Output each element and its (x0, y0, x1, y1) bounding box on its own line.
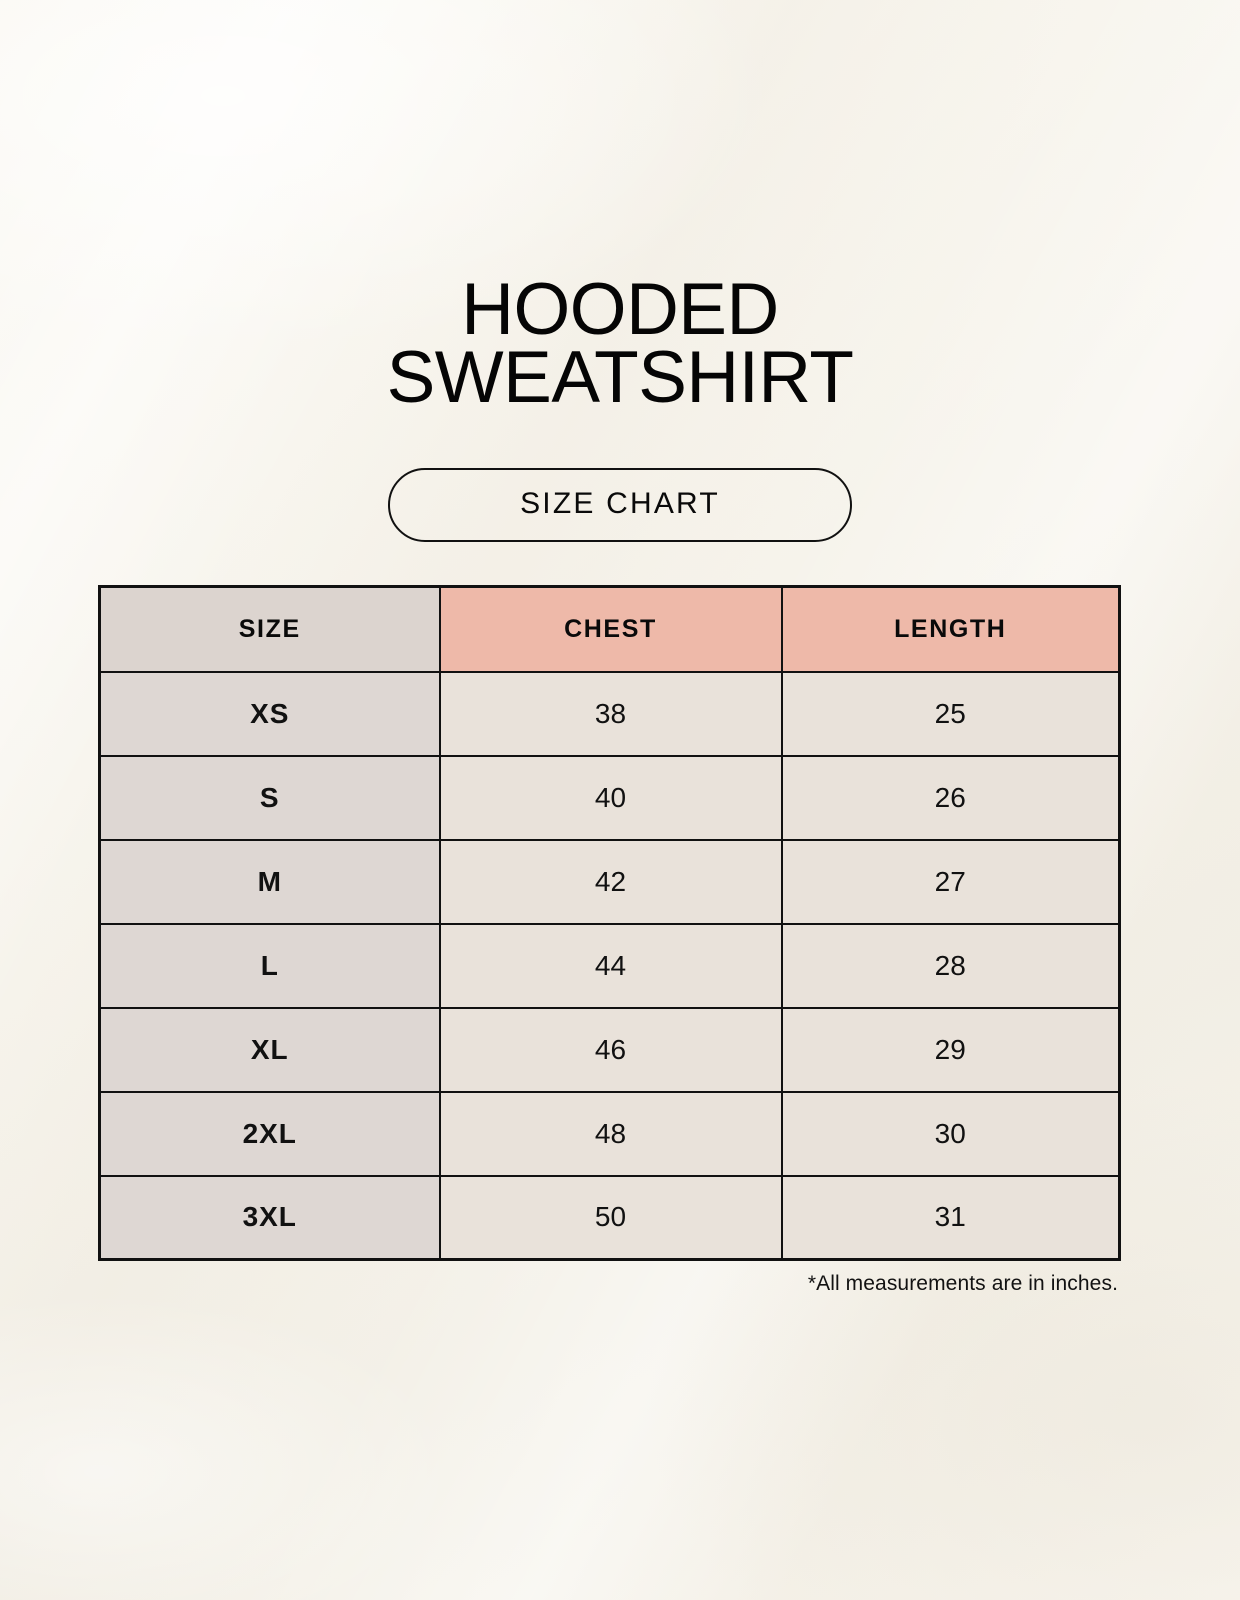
cell-chest: 44 (438, 922, 783, 1009)
cell-size: 3XL (98, 1174, 441, 1261)
table-row: L 44 28 (98, 922, 1121, 1009)
size-table: SIZE CHEST LENGTH XS 38 25 S 40 26 M 42 27 L 44 28 X… (98, 585, 1121, 1261)
size-chart-badge: SIZE CHART (388, 468, 852, 542)
table-row: XS 38 25 (98, 670, 1121, 757)
cell-chest: 40 (438, 754, 783, 841)
table-row: 2XL 48 30 (98, 1090, 1121, 1177)
cell-chest: 38 (438, 670, 783, 757)
column-header-length: LENGTH (780, 585, 1121, 673)
table-row: 3XL 50 31 (98, 1174, 1121, 1261)
cell-length: 31 (780, 1174, 1121, 1261)
cell-size: L (98, 922, 441, 1009)
size-table-container: SIZE CHEST LENGTH XS 38 25 S 40 26 M 42 27 L 44 28 X… (98, 585, 1121, 1261)
table-header: SIZE CHEST LENGTH (98, 585, 1121, 673)
badge-container: SIZE CHART (0, 468, 1240, 542)
column-header-chest: CHEST (438, 585, 783, 673)
cell-length: 26 (780, 754, 1121, 841)
cell-chest: 50 (438, 1174, 783, 1261)
cell-size: 2XL (98, 1090, 441, 1177)
cell-size: S (98, 754, 441, 841)
cell-length: 29 (780, 1006, 1121, 1093)
cell-length: 27 (780, 838, 1121, 925)
table-row: XL 46 29 (98, 1006, 1121, 1093)
table-body: XS 38 25 S 40 26 M 42 27 L 44 28 XL 46 29 2XL 48 30 3XL 50 3… (98, 670, 1121, 1261)
page-title: HOODED SWEATSHIRT (0, 269, 1240, 418)
cell-length: 25 (780, 670, 1121, 757)
cell-size: XL (98, 1006, 441, 1093)
cell-chest: 48 (438, 1090, 783, 1177)
column-header-size: SIZE (98, 585, 441, 673)
page-title-line-1: HOODED (461, 269, 779, 350)
table-header-row: SIZE CHEST LENGTH (98, 585, 1121, 673)
cell-size: XS (98, 670, 441, 757)
table-row: M 42 27 (98, 838, 1121, 925)
table-row: S 40 26 (98, 754, 1121, 841)
cell-size: M (98, 838, 441, 925)
cell-length: 30 (780, 1090, 1121, 1177)
cell-chest: 42 (438, 838, 783, 925)
measurement-note: *All measurements are in inches. (807, 1272, 1118, 1295)
cell-chest: 46 (438, 1006, 783, 1093)
page-title-line-2: SWEATSHIRT (386, 337, 854, 418)
cell-length: 28 (780, 922, 1121, 1009)
